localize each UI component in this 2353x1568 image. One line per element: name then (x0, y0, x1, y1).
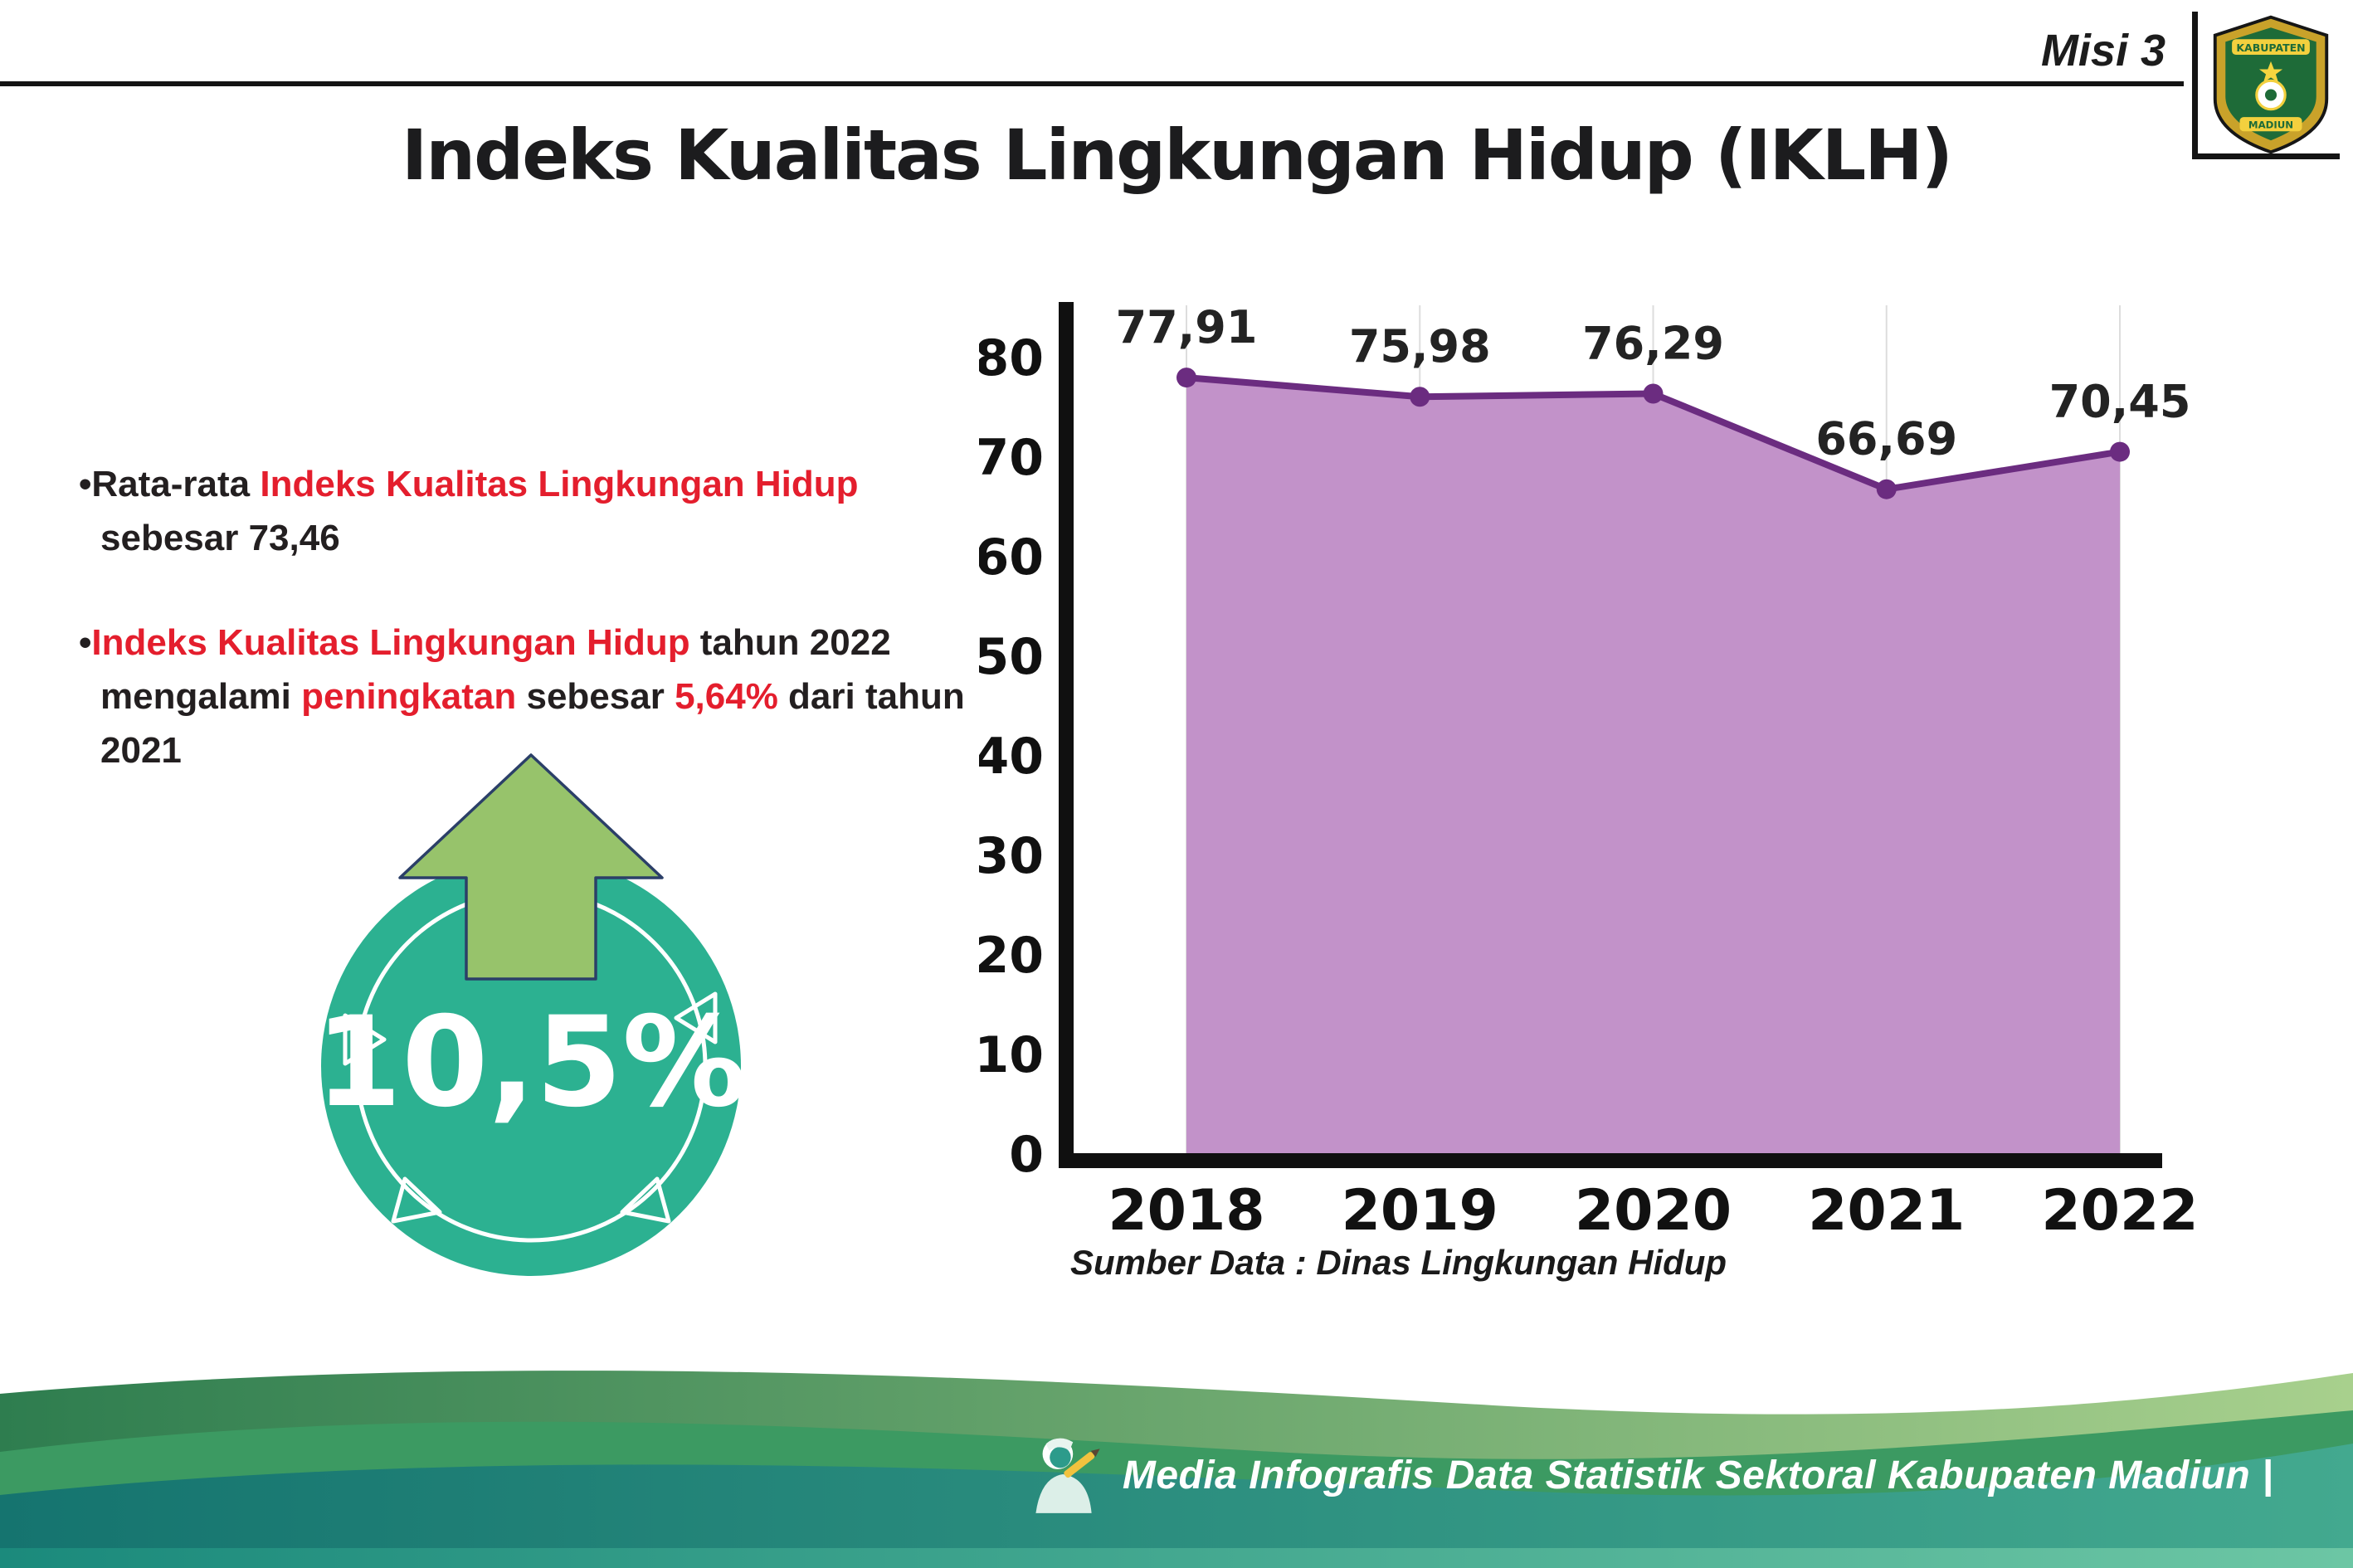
up-arrow-icon (398, 753, 664, 981)
x-category-label: 2020 (1575, 1178, 1732, 1244)
y-tick-label: 50 (979, 628, 1044, 686)
value-label: 70,45 (2049, 376, 2191, 428)
iklh-area-chart: 77,91 75,98 76,29 66,69 70,45 0 10 20 30 40 50 60 70… (975, 282, 2224, 1282)
value-label: 75,98 (1349, 320, 1491, 373)
bullet2-highlight3: 5,64% (675, 676, 778, 718)
ring-triangle-icon (620, 1176, 671, 1224)
y-axis (1059, 302, 1074, 1168)
increase-badge-graphic: 10,5% (315, 753, 747, 1276)
y-tick-label: 10 (979, 1026, 1044, 1084)
x-category-label: 2018 (1108, 1178, 1264, 1244)
value-label: 77,91 (1116, 301, 1258, 353)
bullet2-highlight2: peningkatan (301, 676, 517, 718)
bullet1-highlight: Indeks Kualitas Lingkungan Hidup (260, 464, 859, 504)
bullet1-text2: sebesar 73,46 (100, 517, 340, 558)
logo-medallion-core (2264, 89, 2277, 101)
source-note: Sumber Data : Dinas Lingkungan Hidup (1070, 1243, 1727, 1282)
x-category-label: 2021 (1808, 1178, 1965, 1244)
kabupaten-madiun-logo: KABUPATEN MADIUN (2192, 12, 2340, 159)
logo-banner-bottom (2239, 117, 2302, 132)
x-category-label: 2019 (1342, 1178, 1498, 1244)
footer-text: Media Infografis Data Statistik Sektoral… (1122, 1453, 2273, 1497)
chart-area (1186, 377, 2120, 1153)
bullet-average-iklh: •Rata-rata Indeks Kualitas Lingkungan Hi… (79, 458, 967, 565)
wave-front (0, 1444, 2353, 1568)
header-rule (0, 81, 2184, 86)
mascot-writer-icon (1035, 1438, 1100, 1513)
badge-circle (321, 856, 741, 1276)
x-category-label: 2022 (2041, 1178, 2198, 1244)
y-tick-label: 60 (979, 528, 1044, 587)
bullet-iklh-increase: •Indeks Kualitas Lingkungan Hidup tahun … (79, 616, 967, 777)
key-points: •Rata-rata Indeks Kualitas Lingkungan Hi… (79, 458, 967, 829)
x-axis (1059, 1153, 2162, 1168)
footer-wave-decoration (0, 1371, 2353, 1568)
y-tick-label: 20 (979, 927, 1044, 985)
bullet2-highlight1: Indeks Kualitas Lingkungan Hidup (91, 622, 690, 664)
footer-bottom-strip (0, 1548, 2353, 1568)
data-point (1176, 368, 1196, 388)
crest-icon: KABUPATEN MADIUN (2213, 15, 2329, 154)
y-tick-label: 0 (1009, 1126, 1044, 1184)
y-tick-label: 40 (979, 728, 1044, 786)
y-tick-label: 80 (979, 329, 1044, 387)
data-point (1410, 387, 1430, 407)
data-point (2110, 441, 2130, 462)
bullet-dot: • (79, 464, 92, 504)
increase-badge: 10,5% (249, 730, 813, 1415)
bullet2-text1: tahun 2022 mengalami (100, 622, 891, 718)
bullet1-text: Rata-rata (91, 464, 261, 504)
data-point (1876, 479, 1897, 499)
chart-canvas: 77,91 75,98 76,29 66,69 70,45 0 10 20 30 40 50 60 70… (975, 301, 2199, 1244)
misi-label: Misi 3 (2040, 26, 2165, 75)
y-tick-label: 70 (979, 429, 1044, 487)
logo-star-icon (2258, 61, 2283, 83)
bullet-dot: • (79, 622, 92, 664)
ring-triangle-icon (391, 1176, 442, 1224)
badge-percentage: 10,5% (315, 991, 747, 1135)
bullet2-text3: dari tahun 2021 (100, 676, 965, 771)
y-tick-label: 30 (979, 827, 1044, 885)
logo-word-top: KABUPATEN (2236, 41, 2305, 54)
footer-credit: Media Infografis Data Statistik Sektoral… (1020, 1429, 2273, 1522)
logo-banner-top (2232, 39, 2310, 56)
value-label: 76,29 (1582, 318, 1724, 370)
data-point (1643, 383, 1664, 404)
ring-triangle-icon (674, 991, 718, 1045)
ring-triangle-icon (343, 1013, 387, 1066)
logo-word-bottom: MADIUN (2248, 119, 2293, 130)
value-label: 66,69 (1815, 413, 1957, 465)
bullet2-text2: sebesar (516, 676, 675, 718)
page-title: Indeks Kualitas Lingkungan Hidup (IKLH) (402, 114, 1953, 196)
